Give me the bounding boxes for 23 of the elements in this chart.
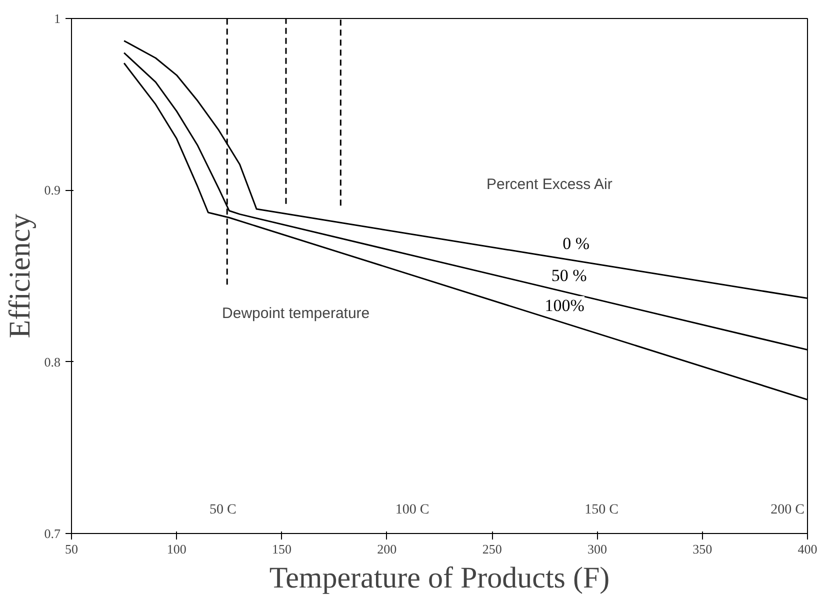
x-tick-label: 150 [272, 542, 292, 556]
series-label: 100% [544, 296, 584, 316]
x2-tick-label: 150 C [584, 502, 618, 518]
x-axis-title: Temperature of Products (F) [269, 562, 610, 594]
y-tick-label: 1 [54, 11, 60, 26]
series-label: 0 % [562, 234, 590, 253]
x2-tick-label: 200 C [770, 502, 805, 518]
x-tick-label: 200 [377, 542, 397, 556]
x2-tick-label: 100 C [395, 502, 430, 518]
y-tick-label: 0.8 [44, 354, 60, 370]
series-label: 50 % [551, 266, 587, 285]
annotation: Percent Excess Air [486, 176, 612, 193]
y-tick-label: 0.9 [44, 182, 60, 198]
y-axis-title: Efficiency [3, 214, 36, 338]
x-tick-label: 100 [166, 542, 186, 556]
x-tick-label: 300 [587, 542, 607, 556]
annotation: Dewpoint temperature [222, 304, 370, 322]
x2-tick-label: 50 C [210, 502, 236, 518]
x-tick-label: 250 [482, 542, 502, 556]
x-tick-label: 50 [65, 542, 78, 556]
x-tick-label: 350 [692, 542, 712, 556]
x-tick-label: 400 [798, 542, 818, 556]
y-tick-label: 0.7 [44, 526, 61, 541]
